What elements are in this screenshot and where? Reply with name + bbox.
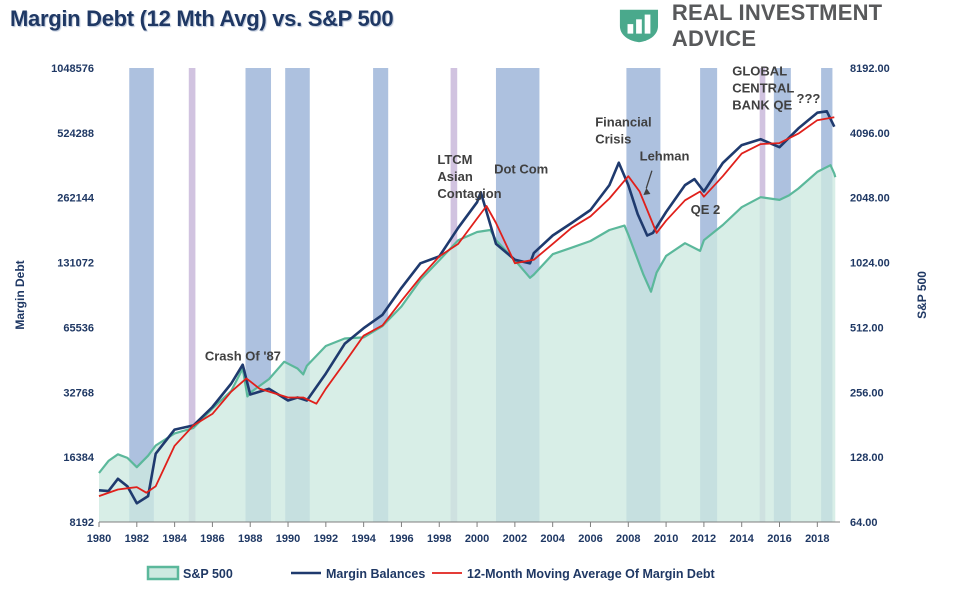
y-left-tick-65536: 65536 (63, 322, 94, 334)
axes: 1980 1982 1984 1986 1988 1990 1992 1994 1996 1998… (13, 63, 929, 545)
y-right-tick-8192.00: 8192.00 (850, 63, 890, 75)
y-right-tick-2048.00: 2048.00 (850, 193, 890, 205)
sp500-line (98, 164, 837, 474)
annotation-5: QE 2 (691, 202, 721, 217)
x-tick-1980: 1980 (87, 533, 111, 545)
sp500-area-layer (98, 164, 837, 522)
y-right-tick-4096.00: 4096.00 (850, 128, 890, 140)
y-left-tick-1048576: 1048576 (51, 63, 94, 75)
lehman-arrow-shaft (645, 170, 653, 189)
y-right-tick-256.00: 256.00 (850, 387, 884, 399)
y-right-tick-128.00: 128.00 (850, 452, 884, 464)
y-left-tick-16384: 16384 (63, 452, 94, 464)
brand: REAL INVESTMENT ADVICE (618, 0, 958, 51)
shaded-period-recession-0 (129, 68, 154, 522)
annotation-1-line-2: Contagion (437, 186, 501, 201)
chart-title: Margin Debt (12 Mth Avg) vs. S&P 500 (10, 6, 394, 31)
y-left-tick-8192: 8192 (70, 517, 94, 529)
annotation-1-line-1: Asian (437, 169, 472, 184)
x-tick-2000: 2000 (465, 533, 489, 545)
annotation-3-line-0: Financial (595, 115, 651, 130)
logo-bar-1 (627, 24, 634, 34)
x-tick-2004: 2004 (540, 533, 565, 545)
x-tick-2010: 2010 (654, 533, 678, 545)
annotation-0: Crash Of '87 (205, 349, 281, 364)
y-right-tick-512.00: 512.00 (850, 322, 884, 334)
shaded-period-event-1 (188, 68, 196, 522)
x-tick-1992: 1992 (314, 533, 338, 545)
x-tick-1994: 1994 (351, 533, 376, 545)
annotation-6-line-0: GLOBAL (732, 63, 787, 78)
y-right-tick-64.00: 64.00 (850, 517, 878, 529)
annotation-1-line-0: LTCM (437, 152, 472, 167)
legend-label-1: Margin Balances (326, 567, 425, 581)
lehman-arrow-head (643, 187, 651, 195)
annotation-6-line-2: BANK QE (732, 97, 792, 112)
x-tick-2008: 2008 (616, 533, 640, 545)
x-tick-2014: 2014 (729, 533, 754, 545)
y-left-tick-262144: 262144 (57, 193, 95, 205)
legend-label-2: 12-Month Moving Average Of Margin Debt (467, 567, 716, 581)
chart-bars-icon (619, 9, 659, 43)
annotations: Crash Of '87 LTCM Asian Contagion Dot Com Fin… (205, 63, 821, 363)
x-tick-1986: 1986 (200, 533, 224, 545)
annotation-4: Lehman (640, 149, 690, 164)
y-right-tick-1024.00: 1024.00 (850, 258, 890, 270)
annotation-6-line-1: CENTRAL (732, 80, 794, 95)
moving-average-line (98, 116, 835, 497)
brand-name: REAL INVESTMENT ADVICE (671, 0, 883, 51)
y-left-tick-131072: 131072 (57, 258, 94, 270)
x-tick-1982: 1982 (125, 533, 149, 545)
annotation-7: ??? (797, 91, 821, 106)
legend-swatch-sp500 (146, 565, 180, 581)
logo-bar-2 (636, 19, 642, 34)
x-tick-2006: 2006 (578, 533, 602, 545)
y-left-title: Margin Debt (13, 260, 27, 329)
x-tick-2002: 2002 (503, 533, 527, 545)
y-left-tick-524288: 524288 (57, 128, 94, 140)
y-left-tick-32768: 32768 (63, 387, 94, 399)
x-tick-1988: 1988 (238, 533, 262, 545)
x-tick-2018: 2018 (805, 533, 829, 545)
x-tick-1996: 1996 (389, 533, 413, 545)
x-tick-2016: 2016 (767, 533, 791, 545)
legend-label-0: S&P 500 (183, 567, 233, 581)
x-tick-1984: 1984 (162, 533, 187, 545)
logo-bar-3 (644, 14, 651, 34)
annotation-2: Dot Com (494, 161, 548, 176)
legend: S&P 500 Margin Balances 12-Month Moving Av… (146, 565, 716, 581)
x-tick-2012: 2012 (692, 533, 716, 545)
x-tick-1990: 1990 (276, 533, 300, 545)
y-right-title: S&P 500 (915, 271, 929, 319)
annotation-3-line-1: Crisis (595, 132, 631, 147)
margin-balances-line (98, 110, 836, 505)
sp500-area (99, 165, 836, 522)
x-tick-1998: 1998 (427, 533, 451, 545)
line-series-layer (98, 110, 836, 505)
